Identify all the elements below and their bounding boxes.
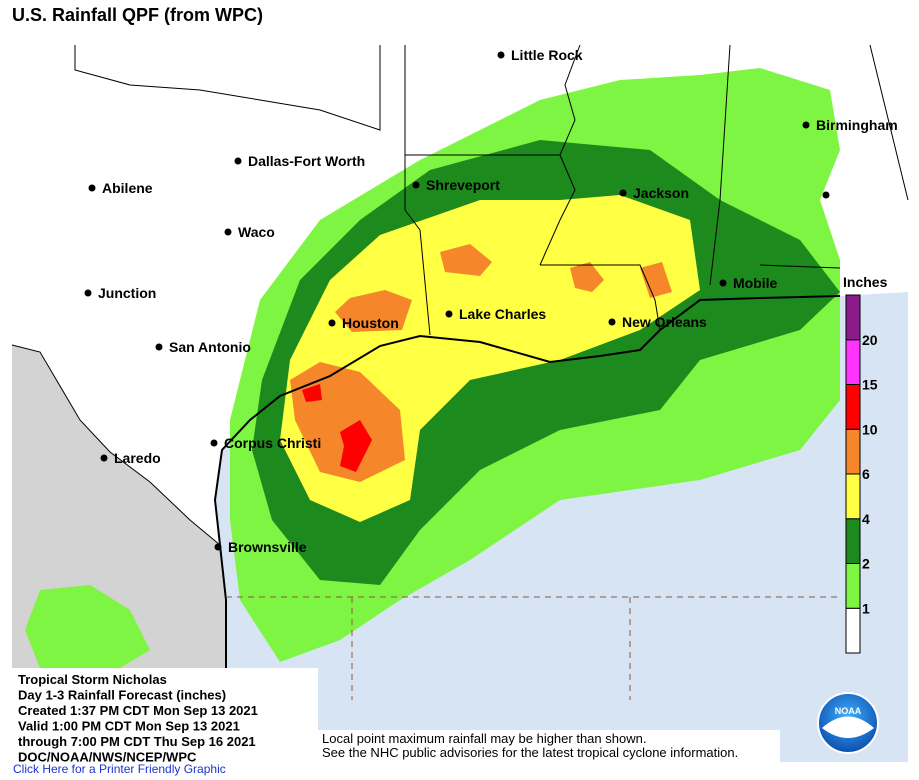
legend-swatch xyxy=(845,384,861,430)
city-dot xyxy=(802,121,810,129)
city-dot xyxy=(608,318,616,326)
city-dot xyxy=(412,181,420,189)
city-label: Waco xyxy=(238,224,275,240)
city-dot xyxy=(497,51,505,59)
legend-tick-label: 10 xyxy=(862,421,878,437)
city-label: Jackson xyxy=(633,185,689,201)
legend: 1 2 4 6 10 15 20 xyxy=(845,294,878,654)
city-dot xyxy=(619,189,627,197)
legend-swatch xyxy=(845,339,861,385)
city-dot xyxy=(155,343,163,351)
printer-link[interactable]: Click Here for a Printer Friendly Graphi… xyxy=(13,762,226,776)
city-dot xyxy=(88,184,96,192)
city-dot xyxy=(328,319,336,327)
logo-text: NOAA xyxy=(835,706,862,716)
note-line: Local point maximum rainfall may be high… xyxy=(322,731,646,746)
city-dot xyxy=(224,228,232,236)
city-label: Dallas-Fort Worth xyxy=(248,153,365,169)
rain-1-2 xyxy=(25,585,150,668)
coastline xyxy=(213,295,841,668)
city-label: Little Rock xyxy=(511,47,583,63)
info-line: Tropical Storm Nicholas xyxy=(18,672,167,687)
cities: Little Rock Birmingham Dallas-Fort Worth Sh… xyxy=(84,47,898,555)
city-dot xyxy=(445,310,453,318)
legend-tick-label: 20 xyxy=(862,332,878,348)
mexico xyxy=(12,345,226,668)
borders xyxy=(11,44,909,546)
city-dot xyxy=(84,289,92,297)
info-line: Valid 1:00 PM CDT Mon Sep 13 2021 xyxy=(18,719,240,734)
legend-swatch xyxy=(845,518,861,564)
city-dot xyxy=(100,454,108,462)
legend-swatch xyxy=(845,428,861,475)
legend-tick-label: 6 xyxy=(862,466,870,482)
legend-swatch xyxy=(845,607,861,654)
legend-tick-label: 4 xyxy=(862,511,870,527)
city-label: Lake Charles xyxy=(459,306,546,322)
city-dot xyxy=(210,439,218,447)
logo-gull xyxy=(822,716,874,738)
rain-10-15 xyxy=(302,384,372,472)
info-line: Created 1:37 PM CDT Mon Sep 13 2021 xyxy=(18,703,258,718)
title: U.S. Rainfall QPF (from WPC) xyxy=(12,5,264,25)
legend-swatch xyxy=(845,294,861,341)
legend-title: Inches xyxy=(843,274,888,290)
city-label: Corpus Christi xyxy=(224,435,321,451)
legend-swatch xyxy=(845,473,861,520)
notes: Local point maximum rainfall may be high… xyxy=(322,731,738,760)
city-dot xyxy=(822,191,830,199)
city-label: New Orleans xyxy=(622,314,707,330)
rain-6-10 xyxy=(290,244,672,482)
city-label: Junction xyxy=(98,285,156,301)
city-label: Birmingham xyxy=(816,117,898,133)
note-box xyxy=(318,730,780,762)
legend-tick-label: 15 xyxy=(862,377,878,393)
city-dot xyxy=(719,279,727,287)
legend-tick-label: 2 xyxy=(862,556,870,572)
info-line: Day 1-3 Rainfall Forecast (inches) xyxy=(18,688,226,703)
info-line: through 7:00 PM CDT Thu Sep 16 2021 xyxy=(18,734,256,749)
info-box xyxy=(12,668,318,762)
city-label: Mobile xyxy=(733,275,778,291)
info-line: DOC/NOAA/NWS/NCEP/WPC xyxy=(18,750,197,765)
legend-swatch xyxy=(845,563,861,609)
city-label: Laredo xyxy=(114,450,161,466)
city-dot xyxy=(234,157,242,165)
city-dot xyxy=(214,543,222,551)
note-line: See the NHC public advisories for the la… xyxy=(322,745,738,760)
city-label: Houston xyxy=(342,315,399,331)
city-label: Abilene xyxy=(102,180,153,196)
legend-tick-label: 1 xyxy=(862,600,870,616)
city-label: Shreveport xyxy=(426,177,500,193)
city-label: San Antonio xyxy=(169,339,251,355)
marine-zones xyxy=(226,596,840,700)
city-label: Brownsville xyxy=(228,539,307,555)
